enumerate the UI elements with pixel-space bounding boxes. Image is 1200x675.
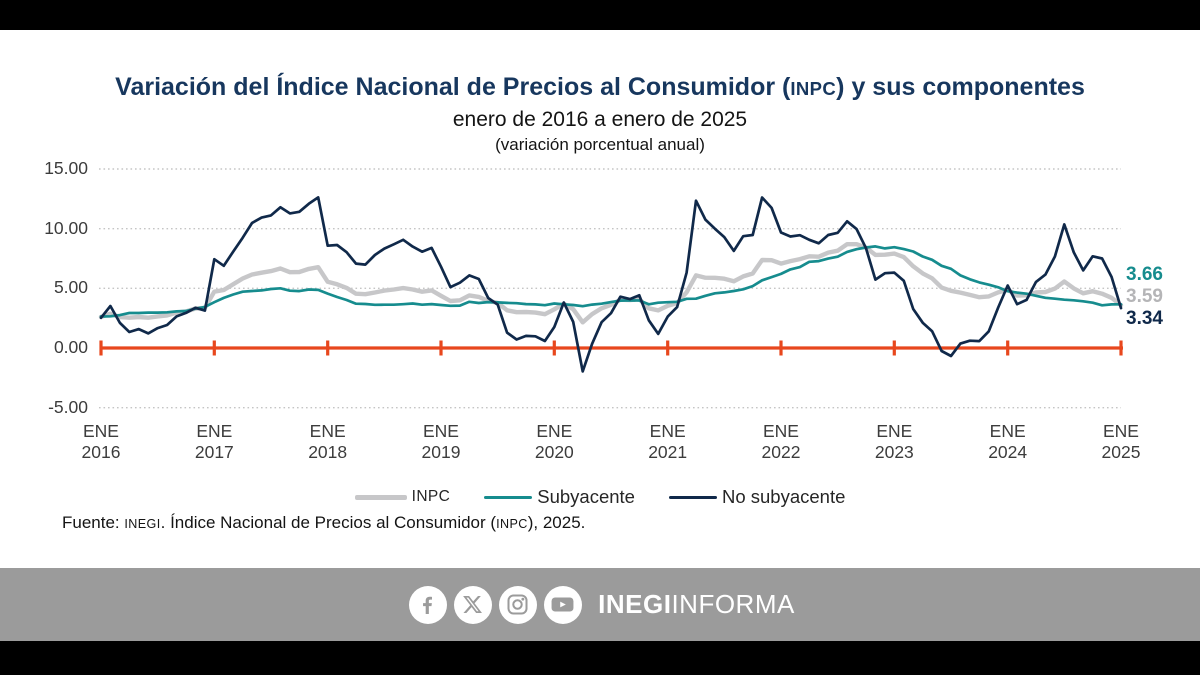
legend-label: INPC bbox=[411, 488, 451, 505]
x-icon[interactable] bbox=[453, 585, 492, 624]
series-end-label: 3.66 bbox=[1126, 264, 1163, 285]
y-axis-label: 5.00 bbox=[53, 277, 88, 298]
x-axis-label: ENE 2018 bbox=[308, 421, 348, 462]
source-note: Fuente: INEGI. Índice Nacional de Precio… bbox=[62, 513, 586, 532]
y-axis-label: 0.00 bbox=[53, 337, 88, 357]
footer-band: INEGIINFORMA bbox=[0, 568, 1200, 641]
legend-item: INPC bbox=[354, 488, 451, 506]
chart-title: Variación del Índice Nacional de Precios… bbox=[115, 73, 1085, 101]
x-axis-label: ENE 2020 bbox=[534, 421, 574, 462]
series-end-label: 3.34 bbox=[1126, 308, 1163, 329]
facebook-icon[interactable] bbox=[408, 585, 447, 624]
x-axis-label: ENE 2023 bbox=[874, 421, 914, 462]
series-end-label: 3.59 bbox=[1126, 286, 1163, 307]
x-axis-label: ENE 2021 bbox=[648, 421, 688, 462]
plot-svg bbox=[98, 168, 1124, 409]
legend-swatch bbox=[354, 494, 407, 500]
x-axis-label: ENE 2017 bbox=[194, 421, 234, 462]
x-axis-label: ENE 2016 bbox=[81, 421, 121, 462]
legend-label: Subyacente bbox=[537, 486, 635, 507]
legend-swatch bbox=[668, 495, 717, 499]
footer-brand-bold: INEGI bbox=[598, 589, 672, 619]
x-axis-label: ENE 2024 bbox=[988, 421, 1028, 462]
x-axis-label: ENE 2025 bbox=[1101, 421, 1141, 462]
y-axis-label: 15.00 bbox=[44, 158, 88, 178]
legend-swatch bbox=[484, 495, 533, 499]
chart: 15.00 10.00 5.00 0.00 -5.00 ENE 2016 ENE 2017 ENE… bbox=[0, 158, 1200, 482]
footer-brand-regular: INFORMA bbox=[671, 589, 795, 619]
chart-unit-note: (variación porcentual anual) bbox=[495, 135, 705, 154]
youtube-icon[interactable] bbox=[543, 585, 582, 624]
chart-subtitle: enero de 2016 a enero de 2025 bbox=[452, 108, 748, 131]
legend: INPC Subyacente No subyacente bbox=[0, 486, 1200, 508]
legend-item: No subyacente bbox=[668, 486, 846, 508]
y-axis-label: 10.00 bbox=[44, 217, 88, 238]
instagram-icon[interactable] bbox=[498, 585, 537, 624]
y-axis-label: -5.00 bbox=[48, 396, 88, 417]
legend-label: No subyacente bbox=[721, 486, 846, 507]
legend-item: Subyacente bbox=[484, 486, 635, 508]
social-icons bbox=[405, 585, 585, 624]
top-black-bar bbox=[0, 0, 1200, 30]
x-axis-label: ENE 2022 bbox=[761, 421, 801, 462]
x-axis-label: ENE 2019 bbox=[421, 421, 461, 462]
footer-brand: INEGIINFORMA bbox=[598, 589, 795, 620]
bottom-black-bar bbox=[0, 641, 1200, 675]
